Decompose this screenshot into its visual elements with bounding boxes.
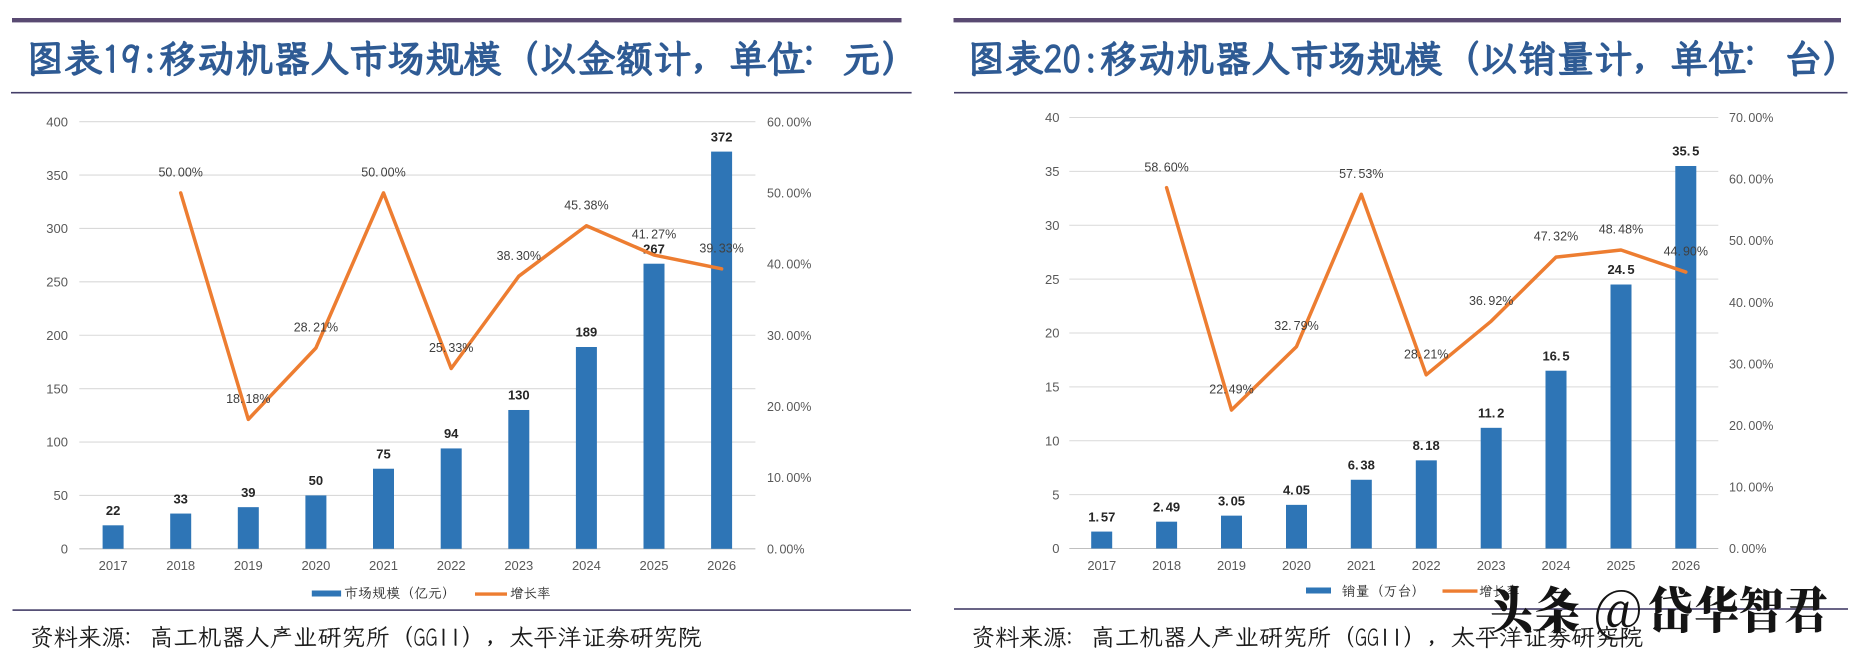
svg-text:0.00%: 0. 00% xyxy=(1729,542,1766,556)
svg-text:60.00%: 60. 00% xyxy=(767,115,811,129)
svg-text:33: 33 xyxy=(173,491,187,506)
svg-text:25: 25 xyxy=(1045,272,1059,287)
svg-text:35: 35 xyxy=(1045,164,1059,179)
svg-text:200: 200 xyxy=(46,328,68,343)
svg-text:24.5: 24. 5 xyxy=(1607,262,1634,277)
svg-text:25.33%: 25. 33% xyxy=(429,341,473,355)
svg-text:28.21%: 28. 21% xyxy=(1404,347,1448,361)
svg-text:75: 75 xyxy=(376,446,390,461)
svg-text:1.57: 1. 57 xyxy=(1088,509,1115,524)
svg-text:57.53%: 57. 53% xyxy=(1339,167,1383,181)
svg-text:16.5: 16. 5 xyxy=(1542,348,1569,363)
svg-text:150: 150 xyxy=(46,381,68,396)
svg-text:50.00%: 50. 00% xyxy=(1729,234,1773,248)
svg-text:2020: 2020 xyxy=(301,558,330,573)
svg-text:2024: 2024 xyxy=(1542,558,1571,573)
svg-text:8.18: 8. 18 xyxy=(1413,438,1440,453)
svg-text:47.32%: 47. 32% xyxy=(1534,230,1578,244)
svg-text:32.79%: 32. 79% xyxy=(1274,319,1318,333)
svg-text:50: 50 xyxy=(54,488,68,503)
svg-text:36.92%: 36. 92% xyxy=(1469,294,1513,308)
svg-text:30.00%: 30. 00% xyxy=(767,329,811,343)
svg-text:10: 10 xyxy=(1045,433,1059,448)
svg-text:300: 300 xyxy=(46,221,68,236)
svg-text:30.00%: 30. 00% xyxy=(1729,357,1773,371)
svg-text:6.38: 6. 38 xyxy=(1348,457,1375,472)
svg-text:48.48%: 48. 48% xyxy=(1599,223,1643,237)
svg-text:44.90%: 44. 90% xyxy=(1664,245,1708,259)
svg-text:4.05: 4. 05 xyxy=(1283,483,1310,498)
svg-text:2024: 2024 xyxy=(572,558,601,573)
svg-text:2017: 2017 xyxy=(99,558,128,573)
svg-text:22.49%: 22. 49% xyxy=(1209,383,1253,397)
svg-text:2025: 2025 xyxy=(1607,558,1636,573)
svg-text:20.00%: 20. 00% xyxy=(1729,419,1773,433)
svg-text:39: 39 xyxy=(241,485,255,500)
svg-text:100: 100 xyxy=(46,435,68,450)
svg-text:20.00%: 20. 00% xyxy=(767,400,811,414)
svg-text:250: 250 xyxy=(46,275,68,290)
svg-text:372: 372 xyxy=(711,129,733,144)
svg-text:18.18%: 18. 18% xyxy=(226,392,270,406)
svg-text:39.33%: 39. 33% xyxy=(699,241,743,255)
svg-text:22: 22 xyxy=(106,503,120,518)
svg-text:38.30%: 38. 30% xyxy=(497,249,541,263)
svg-text:2022: 2022 xyxy=(437,558,466,573)
svg-text:2021: 2021 xyxy=(1347,558,1376,573)
svg-text:2019: 2019 xyxy=(1217,558,1246,573)
svg-text:2022: 2022 xyxy=(1412,558,1441,573)
svg-text:41.27%: 41. 27% xyxy=(632,228,676,242)
svg-text:10.00%: 10. 00% xyxy=(767,471,811,485)
svg-text:350: 350 xyxy=(46,168,68,183)
svg-text:2021: 2021 xyxy=(369,558,398,573)
svg-text:40.00%: 40. 00% xyxy=(767,258,811,272)
svg-text:15: 15 xyxy=(1045,380,1059,395)
svg-text:0.00%: 0. 00% xyxy=(767,542,804,556)
svg-text:2017: 2017 xyxy=(1087,558,1116,573)
svg-text:5: 5 xyxy=(1052,487,1059,502)
svg-text:50.00%: 50. 00% xyxy=(767,186,811,200)
svg-text:0: 0 xyxy=(1052,541,1059,556)
svg-text:28.21%: 28. 21% xyxy=(294,321,338,335)
svg-text:50.00%: 50. 00% xyxy=(361,165,405,179)
svg-text:20: 20 xyxy=(1045,326,1059,341)
svg-text:2026: 2026 xyxy=(1671,558,1700,573)
svg-text:2025: 2025 xyxy=(640,558,669,573)
svg-text:2026: 2026 xyxy=(707,558,736,573)
svg-text:189: 189 xyxy=(576,325,598,340)
svg-text:45.38%: 45. 38% xyxy=(564,198,608,212)
svg-text:2023: 2023 xyxy=(1477,558,1506,573)
svg-text:2018: 2018 xyxy=(1152,558,1181,573)
svg-text:2023: 2023 xyxy=(504,558,533,573)
svg-text:30: 30 xyxy=(1045,218,1059,233)
svg-text:130: 130 xyxy=(508,388,530,403)
svg-text:70.00%: 70. 00% xyxy=(1729,111,1773,125)
svg-text:11.2: 11. 2 xyxy=(1478,406,1504,421)
svg-text:58.60%: 58. 60% xyxy=(1144,160,1188,174)
svg-text:2020: 2020 xyxy=(1282,558,1311,573)
svg-text:50: 50 xyxy=(309,473,323,488)
svg-text:2018: 2018 xyxy=(166,558,195,573)
svg-text:400: 400 xyxy=(46,114,68,129)
svg-text:2.49: 2. 49 xyxy=(1153,499,1180,514)
svg-text:40.00%: 40. 00% xyxy=(1729,296,1773,310)
svg-text:40: 40 xyxy=(1045,110,1059,125)
svg-text:35.5: 35. 5 xyxy=(1672,144,1699,159)
svg-text:60.00%: 60. 00% xyxy=(1729,173,1773,187)
svg-text:50.00%: 50. 00% xyxy=(158,165,202,179)
svg-text:94: 94 xyxy=(444,426,459,441)
svg-text:2019: 2019 xyxy=(234,558,263,573)
svg-text:0: 0 xyxy=(61,542,68,557)
svg-text:3.05: 3. 05 xyxy=(1218,493,1245,508)
svg-text:10.00%: 10. 00% xyxy=(1729,481,1773,495)
